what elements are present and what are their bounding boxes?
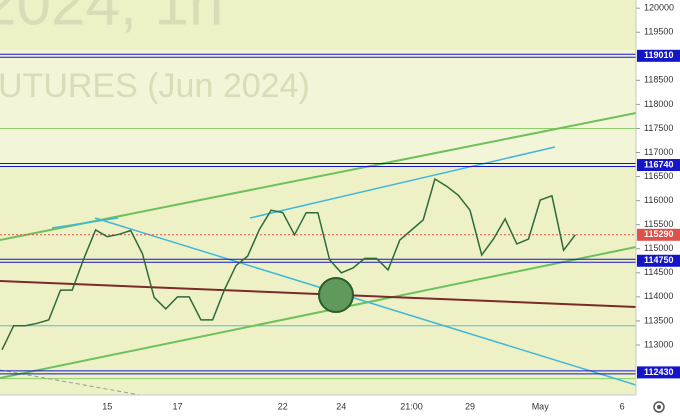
level-label-box (637, 49, 680, 62)
watermark: 2024, 1h (0, 0, 223, 38)
level-label: 114750 (644, 255, 674, 265)
x-tick-label: 17 (172, 401, 182, 411)
y-tick-label: 113500 (644, 315, 673, 325)
x-tick-label: 6 (620, 401, 625, 411)
trend-line (249, 146, 556, 219)
level-label-box (637, 366, 680, 379)
annotations (0, 112, 637, 396)
zone (0, 50, 636, 166)
trend-line (94, 217, 637, 386)
trend-line (0, 246, 637, 379)
level-label-box (637, 159, 680, 172)
y-tick-label: 113000 (644, 339, 673, 349)
y-tick-label: 118000 (644, 99, 673, 109)
y-tick-label: 115500 (644, 219, 673, 229)
y-tick-label: 120000 (644, 3, 674, 13)
level-label-box (637, 254, 680, 267)
x-tick-label: 24 (336, 401, 346, 411)
trend-line (0, 112, 637, 241)
watermark: UTURES (Jun 2024) (0, 67, 310, 105)
x-tick-label: 21:00 (400, 401, 423, 411)
y-tick-label: 115000 (644, 243, 673, 253)
level-label: 119010 (644, 50, 674, 60)
settings-icon[interactable] (653, 401, 665, 413)
level-label: 112430 (644, 367, 674, 377)
settings-icon-ring (653, 401, 665, 413)
y-tick-label: 118500 (644, 75, 673, 85)
level-label: 116740 (644, 159, 674, 169)
price-line-series (1, 177, 576, 351)
y-tick-label: 117000 (644, 147, 673, 157)
y-tick-label: 117500 (644, 123, 673, 133)
trend-line (0, 280, 637, 308)
level-label: 115290 (644, 229, 674, 239)
x-tick-label: May (532, 401, 550, 411)
y-tick-label: 116500 (644, 171, 673, 181)
x-tick-label: 22 (278, 401, 288, 411)
y-tick-label: 114000 (644, 291, 673, 301)
y-tick-label: 116000 (644, 195, 673, 205)
marker-circle (318, 277, 354, 313)
y-tick-label: 119500 (644, 27, 673, 37)
level-label-box (637, 228, 680, 241)
y-tick-label: 114500 (644, 267, 673, 277)
settings-icon-dot (657, 405, 661, 409)
trend-line (51, 217, 119, 229)
x-tick-label: 29 (465, 401, 475, 411)
x-tick-label: 15 (102, 401, 112, 411)
